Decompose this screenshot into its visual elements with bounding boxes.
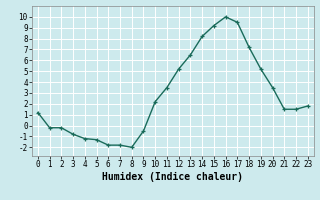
X-axis label: Humidex (Indice chaleur): Humidex (Indice chaleur) bbox=[102, 172, 243, 182]
